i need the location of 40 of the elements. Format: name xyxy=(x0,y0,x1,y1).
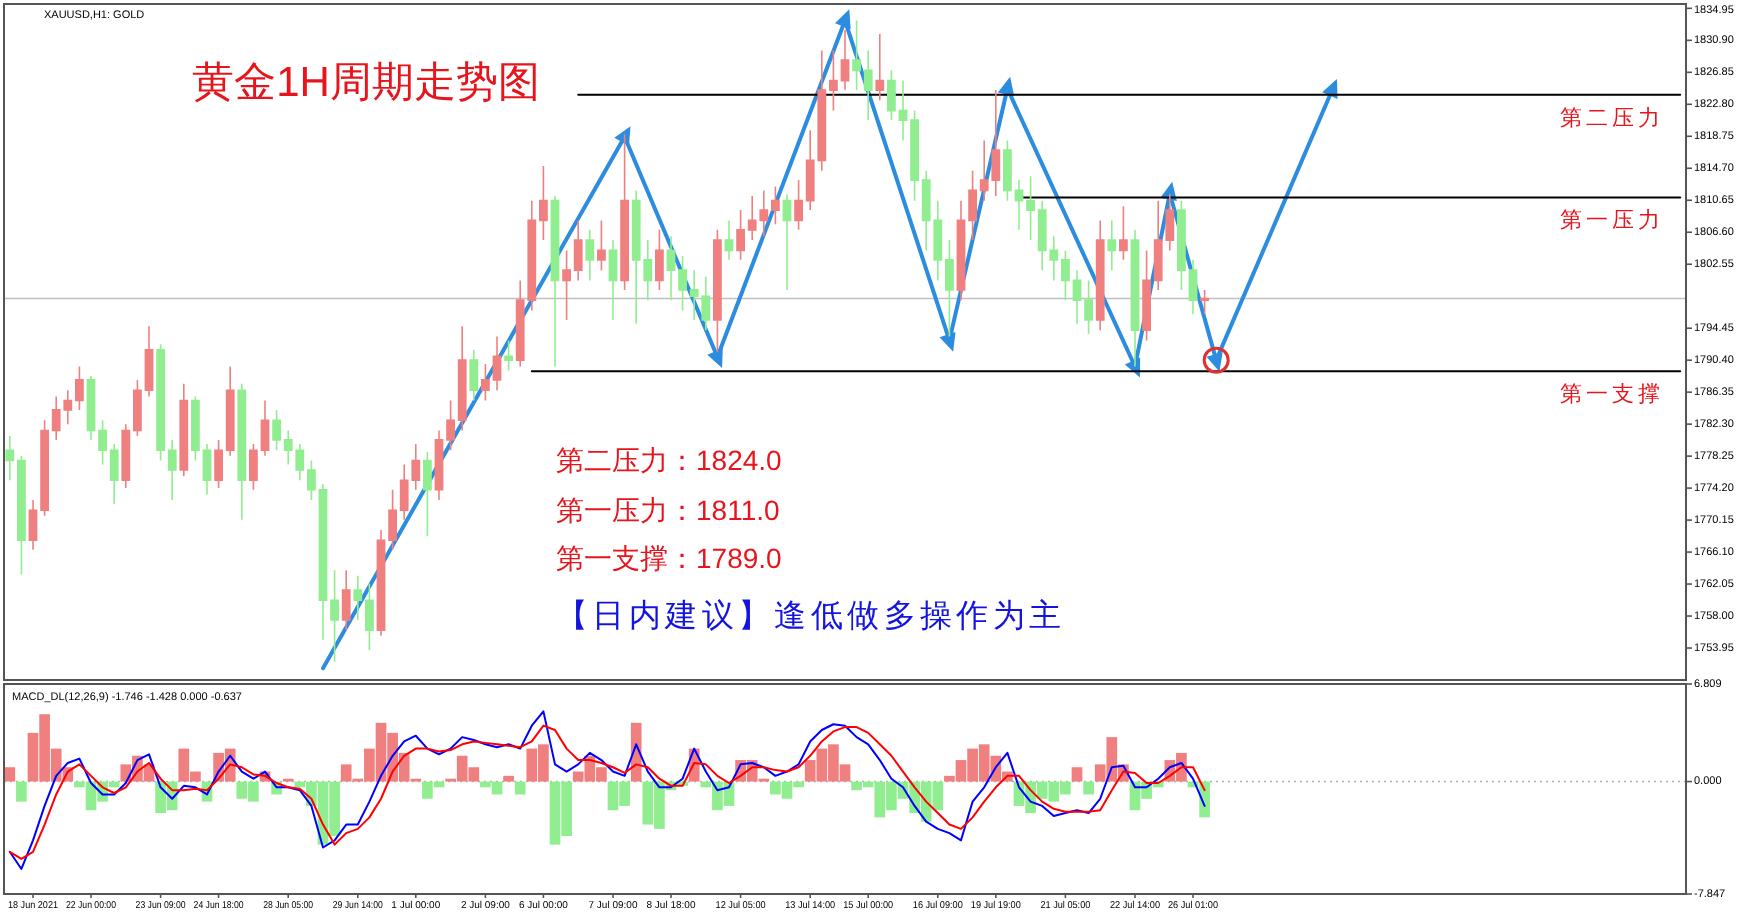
bar xyxy=(1083,781,1094,795)
series-label: 第一压力 xyxy=(1560,207,1665,234)
candlestick xyxy=(608,239,618,321)
bar xyxy=(514,781,526,795)
candlestick xyxy=(597,219,606,271)
candlestick xyxy=(724,219,734,261)
series-label: 第二压力 xyxy=(1560,104,1665,131)
point xyxy=(997,76,1015,97)
text: 黄金1H周期走势图 xyxy=(192,60,540,106)
candlestick xyxy=(237,383,247,521)
candlestick xyxy=(469,349,479,402)
annotation: 【日内建议】逢低做多操作为主 xyxy=(556,598,1066,634)
bar xyxy=(4,767,16,782)
bar xyxy=(1071,767,1083,782)
bar xyxy=(16,781,27,802)
candlestick xyxy=(1095,219,1105,331)
candlestick xyxy=(423,450,432,538)
candlestick xyxy=(585,229,595,282)
candlestick xyxy=(179,383,189,478)
candlestick xyxy=(1107,219,1117,271)
candlestick xyxy=(875,33,885,102)
annotation: 第二压力：1824.0 xyxy=(556,444,783,476)
candlestick xyxy=(504,339,513,372)
candlestick xyxy=(550,195,560,368)
series-label: 第一支撑 xyxy=(1560,381,1665,408)
candlestick xyxy=(713,229,722,354)
candlestick xyxy=(655,229,664,291)
point xyxy=(614,126,631,147)
candlestick xyxy=(1119,205,1128,261)
point xyxy=(939,332,956,352)
candlestick xyxy=(620,133,629,291)
annotation: 第一压力：1811.0 xyxy=(556,494,780,526)
candlestick xyxy=(782,193,792,291)
bar xyxy=(503,775,514,782)
candlestick xyxy=(1200,289,1209,316)
point xyxy=(707,348,723,369)
point xyxy=(1202,346,1230,374)
candlestick xyxy=(341,569,351,632)
point xyxy=(835,9,851,30)
annotation: 第一支撑：1789.0 xyxy=(556,542,783,574)
